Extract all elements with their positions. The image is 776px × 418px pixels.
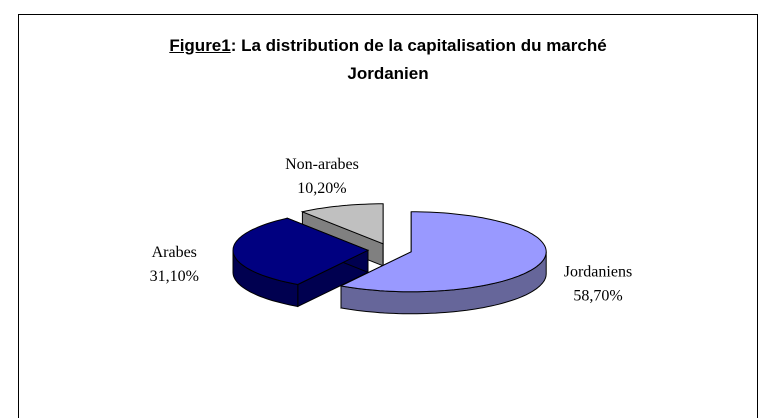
slice-label: Jordaniens [564,263,632,280]
slice [232,217,370,286]
slice-value-label: 10,20% [297,180,346,197]
slice [300,203,384,245]
chart-title: Figure1: La distribution de la capitalis… [130,32,646,88]
chart-frame [18,14,758,418]
figure-label: Figure1 [169,36,231,55]
slice-value-label: 58,70% [573,287,622,304]
slice-label: Non-arabes [285,156,359,173]
title-text: : La distribution de la capitalisation d… [230,36,607,83]
slice-label: Arabes [152,244,197,261]
slice-value-label: 31,10% [150,268,199,285]
slice [339,211,547,293]
